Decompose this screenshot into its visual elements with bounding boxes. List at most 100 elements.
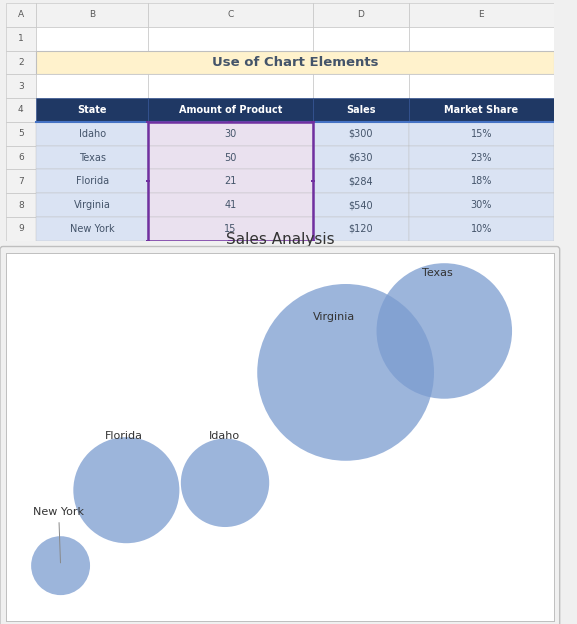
Bar	[36, 74, 148, 98]
Bar	[146, 121, 151, 123]
Bar	[409, 169, 554, 193]
Bar	[146, 240, 151, 241]
Bar	[148, 98, 313, 122]
Bar	[409, 193, 554, 217]
Bar	[146, 180, 151, 182]
Bar	[409, 3, 554, 27]
Bar	[313, 74, 409, 98]
Text: 50: 50	[224, 152, 237, 162]
Bar	[409, 27, 554, 51]
Point	[220, 478, 230, 488]
Text: 9: 9	[18, 224, 24, 233]
Bar	[313, 193, 409, 217]
Text: B: B	[89, 11, 95, 19]
Text: $284: $284	[349, 176, 373, 186]
Bar	[148, 145, 313, 169]
Bar	[310, 180, 315, 182]
Bar	[6, 169, 36, 193]
Text: Amount of Product: Amount of Product	[179, 105, 282, 115]
Point	[122, 485, 131, 495]
Bar	[6, 3, 36, 27]
Text: New York: New York	[70, 224, 114, 234]
Text: Florida: Florida	[104, 431, 143, 441]
Title: Sales Analysis: Sales Analysis	[226, 232, 334, 247]
Bar	[148, 74, 313, 98]
Bar	[148, 3, 313, 27]
Bar	[36, 122, 148, 145]
Text: 6: 6	[18, 153, 24, 162]
Bar	[313, 169, 409, 193]
Bar	[6, 217, 36, 241]
Text: 30%: 30%	[471, 200, 492, 210]
Bar	[313, 98, 409, 122]
Bar	[228, 121, 233, 123]
Bar	[6, 27, 36, 51]
Text: Virginia: Virginia	[74, 200, 111, 210]
Text: C: C	[227, 11, 234, 19]
Bar	[6, 193, 36, 217]
Text: 30: 30	[224, 129, 237, 139]
Bar	[6, 51, 36, 74]
Bar	[313, 27, 409, 51]
Text: 3: 3	[18, 82, 24, 90]
Bar	[409, 217, 554, 241]
Point	[440, 326, 449, 336]
Text: Use of Chart Elements: Use of Chart Elements	[212, 56, 378, 69]
Bar	[310, 240, 315, 241]
Bar	[228, 240, 233, 241]
Bar	[6, 74, 36, 98]
Bar	[148, 193, 313, 217]
Bar	[36, 98, 148, 122]
Text: 2: 2	[18, 58, 24, 67]
Text: 7: 7	[18, 177, 24, 186]
Text: 18%: 18%	[471, 176, 492, 186]
Text: State: State	[77, 105, 107, 115]
Bar	[6, 98, 36, 122]
Text: 15: 15	[224, 224, 237, 234]
Text: 1: 1	[18, 34, 24, 43]
Bar	[36, 27, 148, 51]
Text: 23%: 23%	[470, 152, 492, 162]
Bar	[313, 3, 409, 27]
Bar	[313, 145, 409, 169]
Text: Florida: Florida	[76, 176, 108, 186]
Text: Sales: Sales	[346, 105, 376, 115]
Bar	[310, 121, 315, 123]
Bar	[409, 74, 554, 98]
Bar	[148, 122, 313, 241]
Text: Texas: Texas	[78, 152, 106, 162]
Bar	[313, 217, 409, 241]
Text: $300: $300	[349, 129, 373, 139]
Text: 4: 4	[18, 105, 24, 114]
Text: E: E	[478, 11, 484, 19]
Text: New York: New York	[33, 507, 84, 563]
Text: 8: 8	[18, 200, 24, 210]
Text: A: A	[18, 11, 24, 19]
Bar	[313, 122, 409, 145]
Bar	[36, 169, 148, 193]
Text: D: D	[357, 11, 364, 19]
Text: Idaho: Idaho	[208, 431, 239, 441]
Text: 5: 5	[18, 129, 24, 139]
Point	[56, 561, 65, 571]
Bar	[36, 3, 148, 27]
Bar	[148, 217, 313, 241]
Text: Virginia: Virginia	[313, 312, 355, 322]
Text: $630: $630	[349, 152, 373, 162]
Bar	[36, 217, 148, 241]
Bar	[148, 27, 313, 51]
Text: 41: 41	[224, 200, 237, 210]
Text: $120: $120	[349, 224, 373, 234]
Text: Market Share: Market Share	[444, 105, 518, 115]
Text: $540: $540	[349, 200, 373, 210]
Text: 15%: 15%	[470, 129, 492, 139]
Point	[341, 368, 350, 378]
Bar	[36, 51, 554, 74]
Bar	[409, 122, 554, 145]
Text: Texas: Texas	[422, 268, 453, 278]
Text: 10%: 10%	[471, 224, 492, 234]
Text: Idaho: Idaho	[78, 129, 106, 139]
Bar	[148, 169, 313, 193]
Text: 21: 21	[224, 176, 237, 186]
Bar	[6, 122, 36, 145]
